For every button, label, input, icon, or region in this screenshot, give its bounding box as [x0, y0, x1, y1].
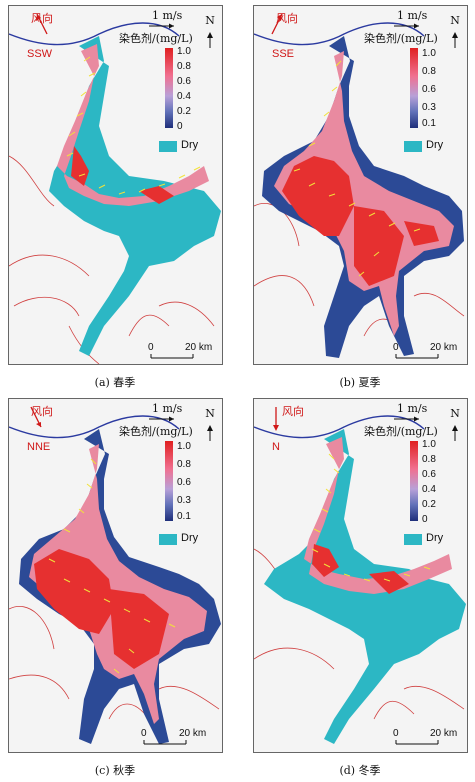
- wind-direction: N: [272, 441, 280, 453]
- tick: 1.0: [422, 48, 436, 59]
- speed-label: 1 m/s: [397, 402, 428, 415]
- panel-winter: 风向 N 1 m/s N 染色剂/(mg/L) 1.0 0.8 0.6 0.4 …: [253, 398, 468, 753]
- north-label: N: [205, 407, 215, 420]
- caption-spring: (a) 春季: [94, 376, 136, 389]
- scale-zero: 0: [148, 342, 154, 353]
- dye-legend-title: 染色剂/(mg/L): [364, 32, 438, 45]
- panel-summer: 风向 SSE 1 m/s N 染色剂/(mg/L) 1.0 0.8 0.6 0.…: [253, 5, 468, 365]
- scale-distance: 20 km: [430, 728, 458, 739]
- tick: 0.8: [422, 66, 436, 77]
- dry-label: Dry: [426, 139, 444, 151]
- dye-legend-title: 染色剂/(mg/L): [364, 425, 438, 438]
- tick: 0.6: [422, 84, 436, 95]
- tick: 1.0: [177, 46, 191, 57]
- dye-legend-title: 染色剂/(mg/L): [119, 425, 193, 438]
- tick: 0.8: [422, 454, 436, 465]
- panel-spring: 风向 SSW 1 m/s N 染色剂/(mg/L) 1.0 0.8 0.6 0.…: [8, 5, 223, 365]
- map-summer: [254, 13, 465, 359]
- speed-label: 1 m/s: [397, 9, 428, 22]
- tick: 0.1: [177, 511, 191, 522]
- tick: 0.4: [422, 484, 436, 495]
- scale-zero: 0: [393, 342, 399, 353]
- dry-label: Dry: [181, 139, 199, 151]
- tick: 1.0: [422, 439, 436, 450]
- speed-label: 1 m/s: [152, 9, 183, 22]
- wind-label: 风向: [282, 405, 304, 418]
- tick: 0.6: [177, 477, 191, 488]
- speed-label: 1 m/s: [152, 402, 183, 415]
- tick: 0.2: [177, 106, 191, 117]
- tick: 0.3: [422, 102, 436, 113]
- scale-distance: 20 km: [185, 342, 213, 353]
- tick: 0: [177, 121, 183, 132]
- wind-direction: SSE: [272, 48, 295, 60]
- tick: 0.3: [177, 495, 191, 506]
- tick: 0.4: [177, 91, 191, 102]
- scale-distance: 20 km: [179, 728, 207, 739]
- scale-zero: 0: [141, 728, 147, 739]
- tick: 0.6: [177, 76, 191, 87]
- tick: 0.2: [422, 499, 436, 510]
- tick: 0.6: [422, 469, 436, 480]
- wind-direction: NNE: [27, 441, 51, 453]
- tick: 0.8: [177, 61, 191, 72]
- north-label: N: [450, 14, 460, 27]
- wind-direction: SSW: [27, 48, 53, 60]
- wind-label: 风向: [31, 405, 53, 418]
- north-label: N: [205, 14, 215, 27]
- wind-label: 风向: [276, 12, 298, 25]
- caption-autumn: (c) 秋季: [94, 764, 136, 777]
- tick: 0.8: [177, 459, 191, 470]
- scale-zero: 0: [393, 728, 399, 739]
- dry-label: Dry: [181, 532, 199, 544]
- map-spring: [9, 13, 221, 364]
- dye-legend-title: 染色剂/(mg/L): [119, 32, 193, 45]
- tick: 0: [422, 514, 428, 525]
- wind-label: 风向: [31, 12, 53, 25]
- caption-summer: (b) 夏季: [339, 376, 381, 389]
- tick: 0.1: [422, 118, 436, 129]
- panel-autumn: 风向 NNE 1 m/s N 染色剂/(mg/L) 1.0 0.8 0.6 0.…: [8, 398, 223, 753]
- map-autumn: [9, 406, 221, 745]
- caption-winter: (d) 冬季: [339, 764, 381, 777]
- north-label: N: [450, 407, 460, 420]
- dry-label: Dry: [426, 532, 444, 544]
- scale-distance: 20 km: [430, 342, 458, 353]
- tick: 1.0: [177, 441, 191, 452]
- map-winter: [254, 407, 466, 745]
